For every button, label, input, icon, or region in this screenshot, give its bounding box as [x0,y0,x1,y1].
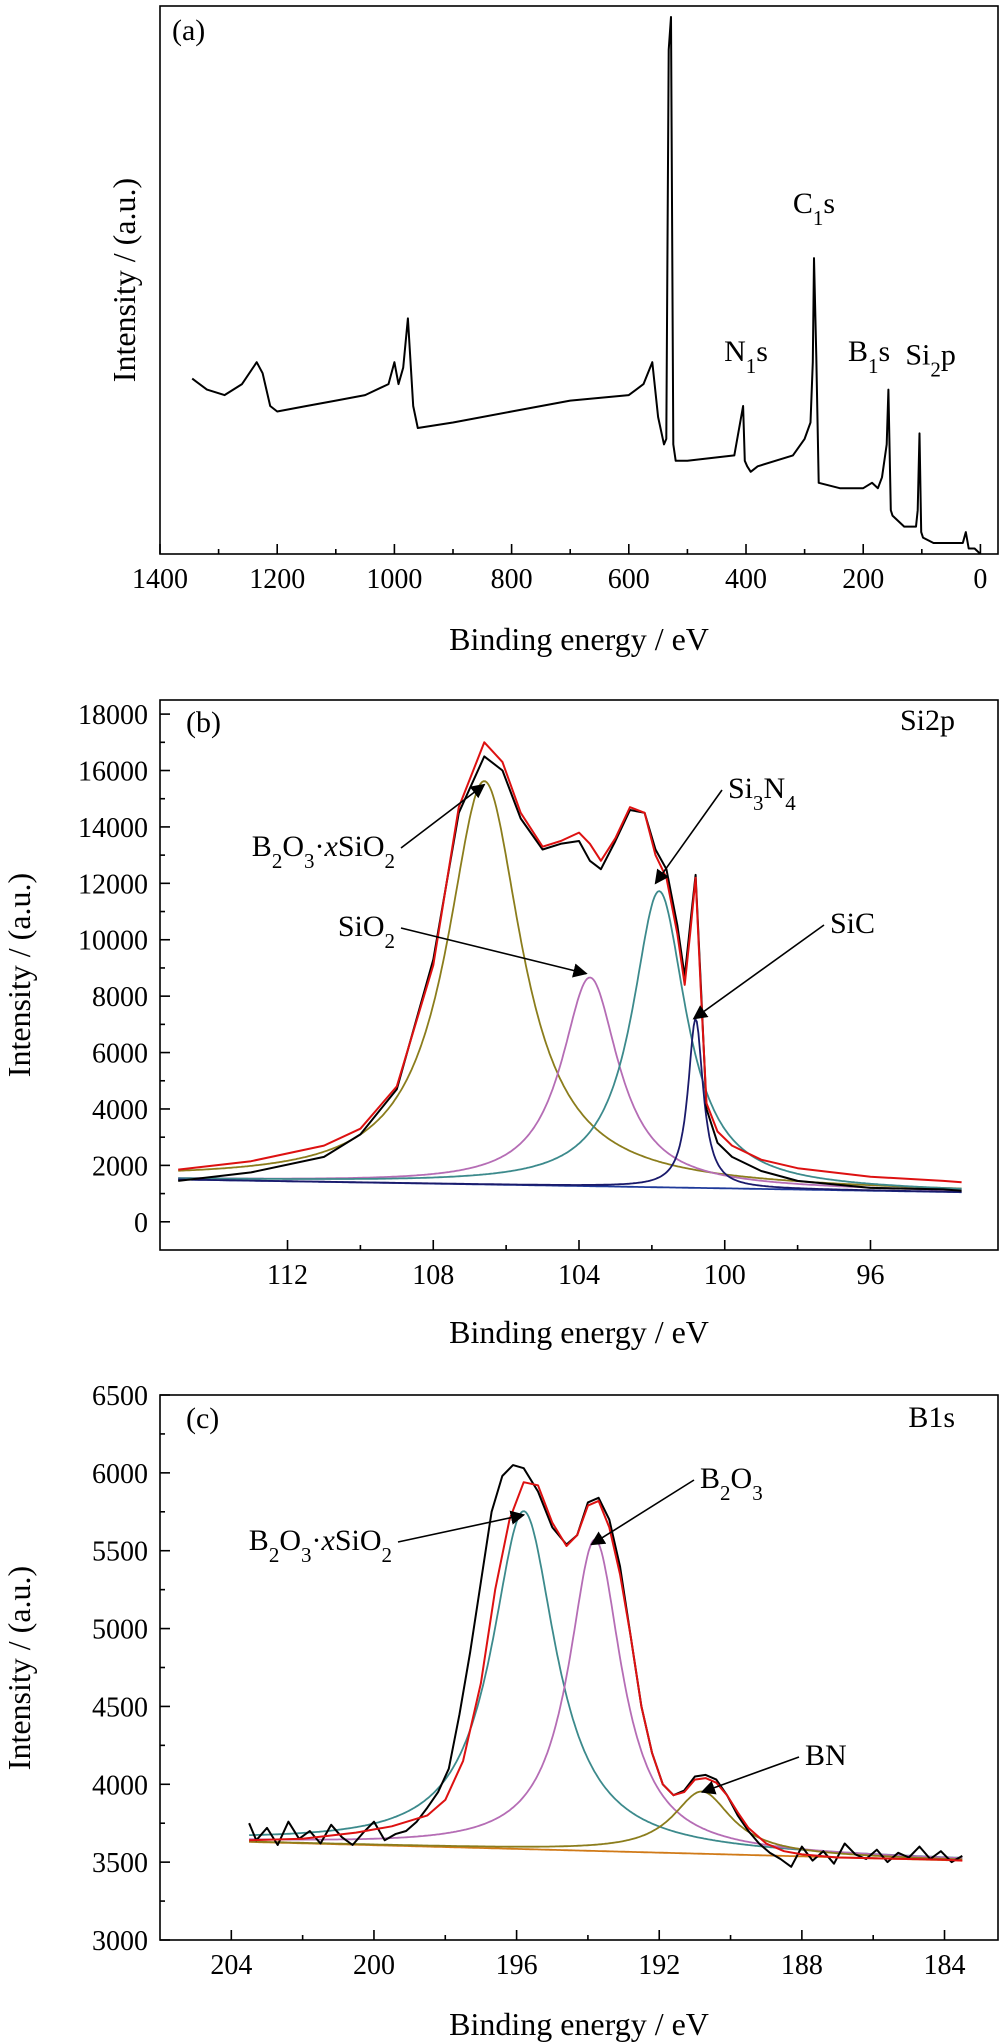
annotation-n1s: N1​s [724,335,768,378]
x-tick-label: 0 [973,564,987,595]
component-bn [249,1790,963,1861]
y-tick-label: 6000 [92,1039,148,1070]
panel-a-ylabel: Intensity / (a.u.) [106,178,142,382]
panel-b-label: (b) [186,706,221,739]
x-tick-label: 800 [491,564,533,595]
panel-c-label: (c) [186,1402,219,1435]
x-tick-label: 1400 [132,564,188,595]
y-tick-label: 16000 [78,757,148,788]
annotation-b2o3: B2​O3​ [700,1462,763,1505]
plot-area [191,16,982,554]
x-tick-label: 188 [781,1950,823,1981]
annotation-o1s: O1​s [647,0,691,4]
x-tick-label: 100 [704,1260,746,1291]
y-tick-label: 3000 [92,1926,148,1957]
y-tick-label: 3500 [92,1848,148,1879]
series-measured [248,1464,963,1868]
x-tick-label: 200 [353,1950,395,1981]
y-tick-label: 0 [134,1208,148,1239]
annotation-sio2: SiO2​ [338,910,395,953]
panel-b-corner-label: Si2p [900,704,955,737]
panel-c-ylabel: Intensity / (a.u.) [1,1566,37,1770]
y-tick-label: 6500 [92,1381,148,1412]
series-spectrum [191,16,982,554]
panel-a-xlabel: Binding energy / eV [449,621,709,657]
component-b2o3-xsio2 [249,1510,963,1859]
x-tick-label: 108 [412,1260,454,1291]
panel-a-frame [159,5,999,555]
annotation-b1s: B1​s [848,335,890,378]
y-tick-label: 14000 [78,813,148,844]
annotation-arrow [400,783,486,849]
annotation-arrow [397,1510,526,1543]
y-tick-label: 5500 [92,1537,148,1568]
y-tick-label: 6000 [92,1459,148,1490]
x-tick-label: 1000 [366,564,422,595]
y-tick-label: 12000 [78,869,148,900]
x-tick-label: 400 [725,564,767,595]
component-si3n4 [178,890,962,1190]
annotation-arrow [400,927,588,978]
panel-a-label: (a) [172,14,205,47]
y-tick-label: 2000 [92,1151,148,1182]
panel-c-xlabel: Binding energy / eV [449,2006,709,2042]
x-tick-label: 112 [267,1260,308,1291]
annotation-arrow [654,789,723,885]
series-envelope [178,741,962,1184]
x-tick-label: 204 [210,1950,252,1981]
panel-b: (b) Si2p Binding energy / eV Intensity /… [1,699,999,1350]
y-tick-label: 5000 [92,1615,148,1646]
series-envelope [249,1481,963,1862]
x-tick-label: 184 [924,1950,966,1981]
annotation-bn: BN [805,1739,847,1772]
plot-area [248,1464,963,1868]
plot-area [178,741,962,1194]
annotation-arrow [590,1479,695,1546]
x-tick-label: 96 [856,1260,884,1291]
panel-a: (a) Binding energy / eV Intensity / (a.u… [106,0,999,657]
x-tick-label: 196 [496,1950,538,1981]
y-tick-label: 4500 [92,1692,148,1723]
x-tick-label: 1200 [249,564,305,595]
annotation-arrow [700,1756,800,1795]
component-sic [178,1016,962,1193]
annotation-si3n4: Si3​N4​ [728,772,796,815]
y-tick-label: 4000 [92,1095,148,1126]
panel-c: (c) B1s Binding energy / eV Intensity / … [1,1381,999,2042]
y-tick-label: 4000 [92,1770,148,1801]
annotation-c1s: C1​s [793,187,835,230]
x-tick-label: 192 [638,1950,680,1981]
x-tick-label: 600 [608,564,650,595]
x-tick-label: 104 [558,1260,600,1291]
annotation-b2o3-xsio2: B2​O3​·xSiO2​ [249,1524,392,1567]
annotation-arrow [692,924,825,1020]
y-tick-label: 18000 [78,700,148,731]
panel-b-xlabel: Binding energy / eV [449,1314,709,1350]
annotation-b2o3-xsio2: B2​O3​·xSiO2​ [252,830,395,873]
panel-b-ylabel: Intensity / (a.u.) [1,873,37,1077]
annotation-sic: SiC [830,907,875,940]
y-tick-label: 10000 [78,926,148,957]
panel-c-corner-label: B1s [908,1401,955,1434]
annotation-si2p: Si2​p [905,339,956,382]
panel-b-frame [159,699,999,1251]
y-tick-label: 8000 [92,982,148,1013]
component-b2o3 [249,1538,963,1860]
x-tick-label: 200 [842,564,884,595]
series-measured [178,755,962,1192]
